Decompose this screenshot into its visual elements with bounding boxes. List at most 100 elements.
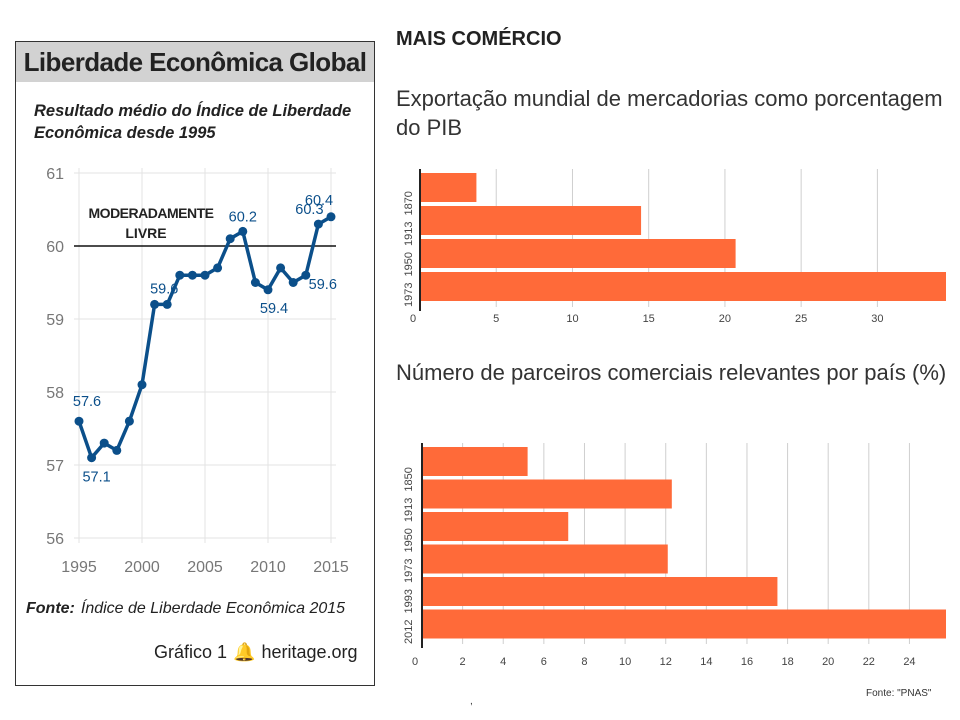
data-point: [99, 438, 109, 448]
y-tick-label: 61: [46, 166, 64, 183]
data-label: 57.6: [73, 394, 101, 410]
data-point: [112, 445, 122, 455]
data-point: [74, 416, 84, 426]
category-label: 1950: [403, 528, 415, 552]
x-tick-label: 22: [863, 656, 875, 668]
x-tick-label: 20: [822, 656, 834, 668]
data-label: 59.4: [260, 301, 288, 317]
bar: [420, 239, 736, 268]
category-labels: 1973 1950 1913 1870: [403, 191, 415, 307]
data-point: [250, 278, 260, 287]
source-label: Fonte:: [26, 600, 75, 617]
y-tick-label: 57: [46, 458, 64, 475]
category-label: 1913: [403, 498, 415, 522]
line-chart: 56 57 58 59 60 61 1995 2000 2005 2010 2015 MODERADA…: [46, 166, 349, 576]
y-tick-label: 60: [46, 239, 64, 256]
source-note: Fonte: "PNAS": [866, 688, 932, 699]
exports-bar-chart: 0 5 10 15 20 25 30 1973 1950 1913 1870: [403, 169, 946, 325]
site-label: heritage.org: [261, 642, 358, 662]
x-tick-label: 4: [500, 656, 506, 668]
tiny-mark: ,: [470, 696, 473, 707]
x-tick-label: 2010: [250, 559, 286, 576]
data-point: [187, 270, 197, 280]
y-tick-label: 59: [46, 312, 64, 329]
category-label: 1870: [403, 191, 415, 215]
data-point: [213, 263, 223, 273]
data-label: 60.4: [305, 193, 333, 209]
x-tick-label: 16: [741, 656, 753, 668]
category-label: 1973: [403, 283, 415, 307]
bell-icon: 🔔: [233, 642, 256, 662]
data-point: [175, 270, 185, 280]
data-label: 59.6: [150, 281, 178, 297]
category-label-group: 2012 1993 1973 1950 1913 1850: [403, 467, 415, 644]
x-tick-label: 2000: [124, 559, 160, 576]
data-label: 57.1: [82, 470, 110, 486]
x-tick-label: 24: [903, 656, 915, 668]
data-point: [326, 212, 336, 222]
bar: [420, 272, 946, 301]
category-label: 1993: [403, 589, 415, 613]
data-point: [263, 285, 273, 295]
source-text: Índice de Liberdade Econômica 2015: [80, 600, 346, 617]
chart-footer: Gráfico 1 🔔 heritage.org: [154, 642, 358, 663]
data-point: [162, 299, 172, 309]
data-point: [87, 453, 97, 463]
category-label: 2012: [403, 620, 415, 644]
bar: [422, 609, 946, 639]
freedom-chart-panel: Liberdade Econômica Global Resultado méd…: [15, 41, 375, 686]
x-tick-label: 2005: [187, 559, 223, 576]
x-tick-label: 30: [871, 313, 883, 325]
bar: [422, 512, 569, 541]
data-point: [276, 263, 286, 273]
data-label: 60.2: [229, 209, 257, 225]
data-point: [288, 278, 298, 287]
reference-label: LIVRE: [125, 225, 166, 241]
partners-bar-chart: 0 2 4 6 8 10 12 14 16 18 20 22 242012199319731950191…: [403, 443, 946, 668]
x-tick-label: 2: [460, 656, 466, 668]
data-point: [124, 416, 134, 426]
bar: [422, 577, 778, 606]
panel-subtitle: Resultado médio do Índice de Liberdade E…: [34, 102, 352, 142]
category-label: 1973: [403, 559, 415, 583]
x-tick-label: 5: [493, 313, 499, 325]
category-labels: 2012 1993 1973 1950 1913 1850: [403, 467, 415, 644]
data-point: [225, 234, 235, 244]
bar: [420, 206, 642, 235]
x-tick-label: 15: [643, 313, 655, 325]
x-tick-label: 1995: [61, 559, 97, 576]
x-tick-label: 8: [581, 656, 587, 668]
x-tick-label: 0: [412, 656, 418, 668]
category-label-group: 1973 1950 1913 1870: [403, 191, 415, 307]
reference-label: MODERADAMENTE: [89, 205, 214, 221]
chart-label: Gráfico 1: [154, 642, 228, 662]
data-point: [301, 270, 311, 280]
source-line: Fonte: Índice de Liberdade Econômica 2015: [26, 600, 345, 618]
x-tick-label: 10: [619, 656, 631, 668]
bar: [420, 173, 477, 202]
data-point: [150, 299, 160, 309]
x-tick-label: 18: [781, 656, 793, 668]
x-tick-label: 12: [660, 656, 672, 668]
chart2-title: Número de parceiros comerciais relevante…: [396, 360, 947, 385]
data-point: [200, 270, 210, 280]
x-tick-label: 6: [541, 656, 547, 668]
x-tick-label: 14: [700, 656, 712, 668]
data-label: 59.6: [309, 277, 337, 293]
bar: [422, 447, 528, 476]
category-label: 1850: [403, 467, 415, 491]
data-point: [238, 226, 248, 236]
x-tick-label: 0: [410, 313, 416, 325]
x-tick-label: 25: [795, 313, 807, 325]
category-label: 1950: [403, 252, 415, 276]
x-tick-label: 20: [719, 313, 731, 325]
panel-title: Liberdade Econômica Global: [16, 42, 374, 82]
y-tick-label: 56: [46, 531, 64, 548]
x-tick-label: 10: [566, 313, 578, 325]
bar: [422, 479, 672, 509]
chart1-title: Exportação mundial de mercadorias como p…: [396, 86, 943, 140]
y-tick-label: 58: [46, 385, 64, 402]
data-point: [313, 219, 323, 229]
category-label: 1913: [403, 222, 415, 246]
data-point: [137, 380, 147, 390]
